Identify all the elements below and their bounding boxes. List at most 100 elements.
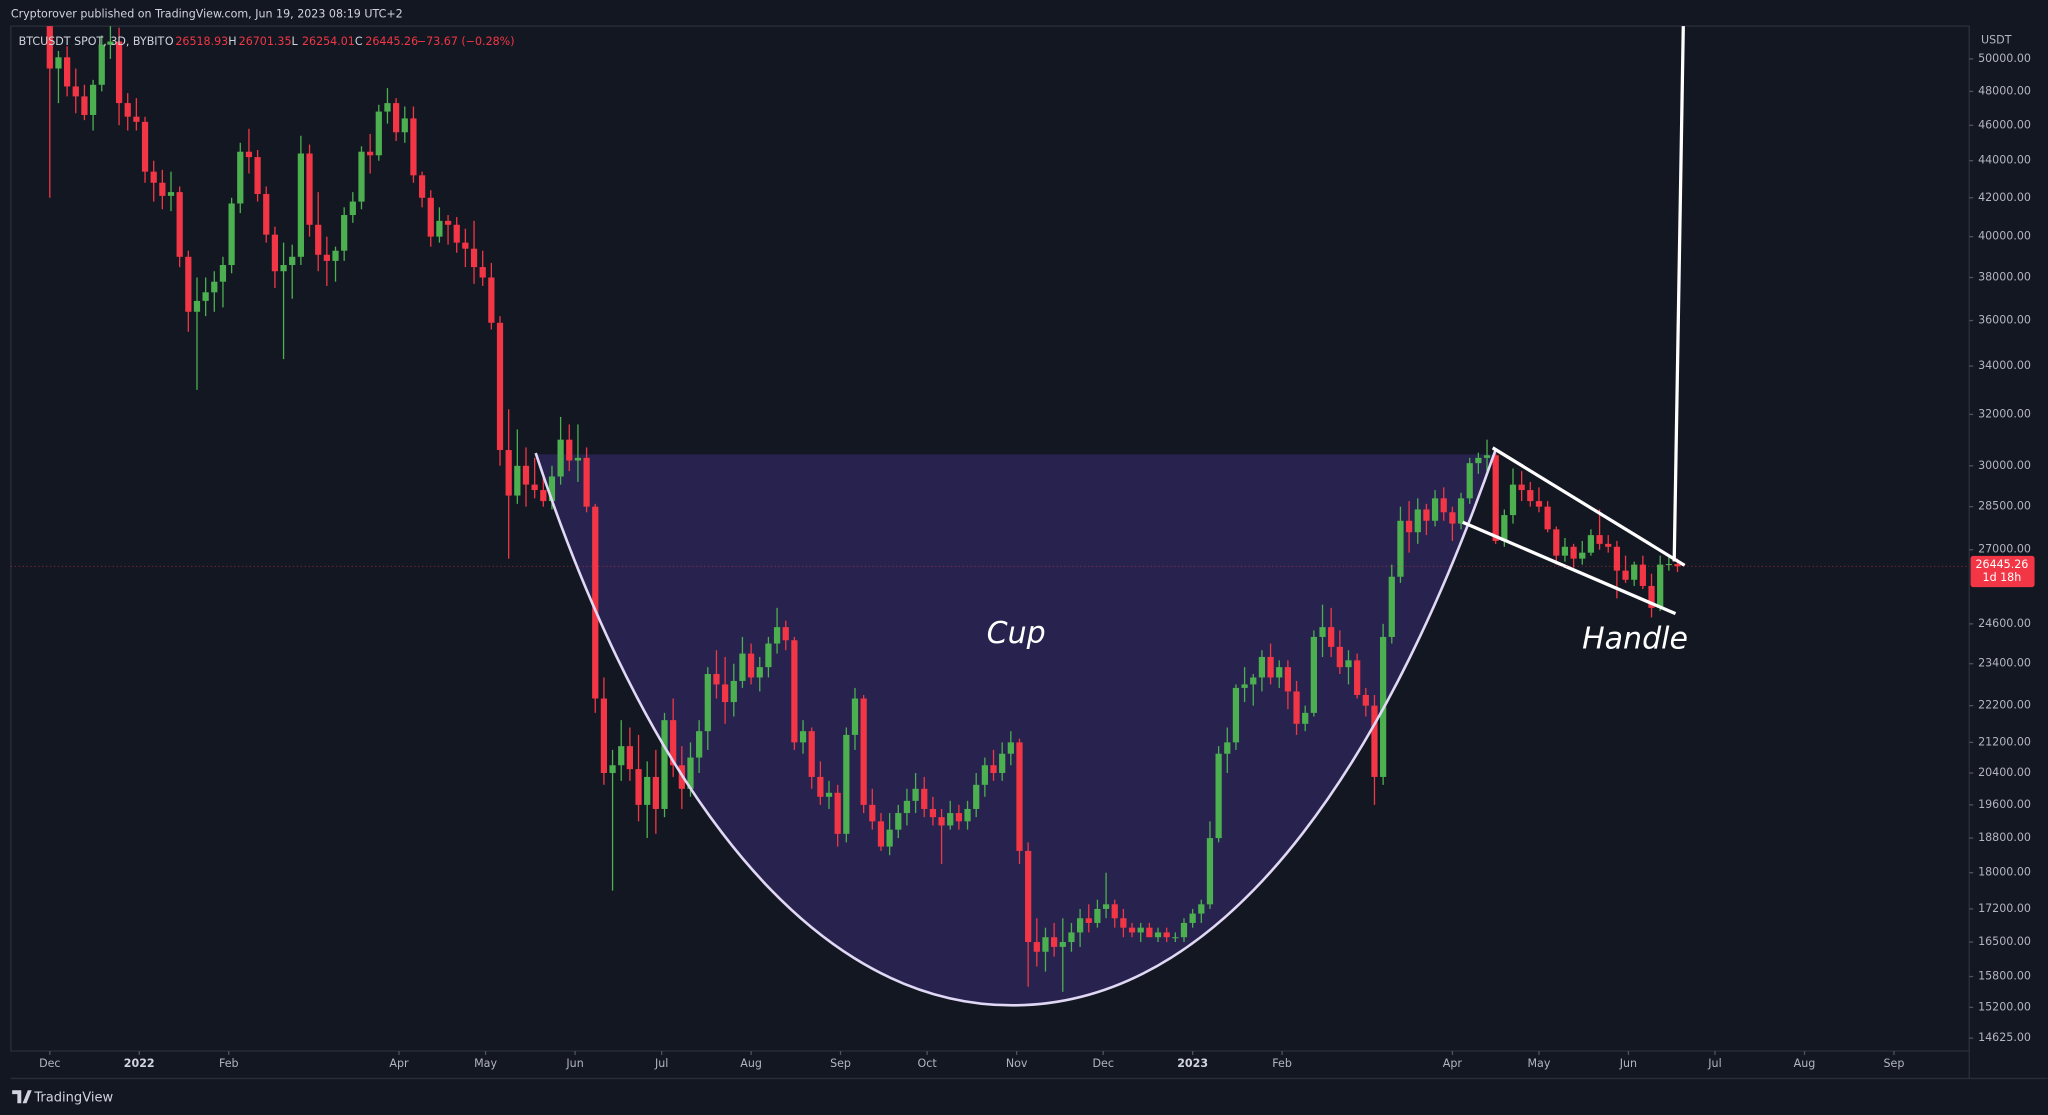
x-tick-label: 2023 [1177,1057,1208,1070]
candle-body [557,439,564,477]
candle-body [1631,564,1638,580]
candle-body [1310,636,1317,713]
candle-body [1154,932,1162,938]
candle-body [955,813,963,822]
x-tick-label: Feb [219,1057,239,1070]
candle-body [1596,535,1603,544]
axes: USDT 50000.00 48000.00 46000.00 44000.00 420… [10,33,2035,1070]
ohlc-label: L [292,35,299,48]
candle-body [237,151,244,204]
candle-body [89,84,97,115]
candle-body [1085,918,1092,923]
candle-body [929,808,937,818]
candle-body [1302,712,1309,724]
candle-body [185,256,192,312]
candle-body [747,653,755,678]
y-tick-label: 48000.00 [1978,84,2031,97]
candle-body [1518,484,1525,491]
candle-body [280,265,287,272]
candle-body [1483,455,1491,458]
target-line [1672,26,1685,562]
candle-body [133,116,140,122]
candle-body [72,86,79,97]
candle-body [1016,742,1023,851]
candle-body [869,804,876,822]
candle-body [730,680,737,703]
candle-body [115,41,123,104]
candle-body [791,640,798,743]
candle-body [1648,585,1655,608]
brand: TradingView [33,1091,113,1106]
candle-body [765,643,772,668]
candle-body [661,720,668,809]
candle-body [990,765,997,774]
candle-body [479,267,486,278]
y-tick-label: 15200.00 [1978,1000,2031,1013]
y-tick-label: 36000.00 [1978,314,2031,327]
candle-body [211,281,218,293]
candle-body [834,792,841,834]
candle-body [1475,457,1482,464]
candle-body [427,197,434,237]
y-tick-label: 19600.00 [1978,798,2031,811]
candle-body [938,817,945,826]
candle-body [1423,509,1430,521]
candle-body [410,118,417,176]
candle-body [202,292,209,301]
y-tick-label: 23400.00 [1978,657,2031,670]
candle-body [799,731,807,743]
candle-body [531,484,538,491]
candle-body [947,813,954,826]
candle-body [167,192,175,196]
candle-body [1509,484,1517,516]
x-tick-label: Oct [918,1057,938,1070]
candle-body [1622,570,1629,580]
candle-body [124,103,131,117]
candle-body [444,220,452,225]
candle-body [1206,838,1214,905]
candle-body [254,157,261,194]
candle-body [1449,512,1456,524]
candle-body [245,151,253,158]
candle-body [1111,904,1118,919]
candle-body [1553,529,1560,556]
candle-body [1457,498,1465,524]
candle-body [1388,576,1395,637]
ohlc-label: O [165,35,174,48]
candle-body [739,653,746,681]
candle-body [548,476,556,502]
candle-body [886,829,893,847]
candle-body [436,220,443,237]
candle-body [704,674,711,732]
x-tick-label: Apr [389,1057,409,1070]
candle-body [1146,927,1153,938]
candle-body [462,242,469,249]
candle-body [1232,687,1240,743]
candle-body [341,215,348,251]
candle-body [1094,908,1101,923]
candle-body [107,41,114,45]
y-tick-label: 28500.00 [1978,500,2031,513]
candle-body [323,254,330,261]
candle-body [1440,498,1447,513]
candle-body [687,757,694,789]
candle-body [1657,564,1664,608]
x-tick-label: Aug [1794,1057,1816,1070]
candle-body [1345,660,1352,668]
candle-body [600,698,608,774]
cup-shade [535,454,1496,1006]
candle-body [193,300,201,312]
x-tick-label: Sep [830,1057,851,1070]
candle-body [1042,937,1049,952]
candle-body [1570,546,1577,559]
candle-body [470,248,478,268]
ohlc-value: 26445.26 [365,35,418,48]
overlay: Cup Handle [534,26,1688,1007]
candle-body [1501,515,1508,541]
candle-body [1319,627,1326,637]
candle-body [263,193,270,235]
candle-body [609,765,616,774]
candle-body [1328,627,1335,647]
candle-body [1068,932,1075,943]
candle-body [1224,742,1231,754]
